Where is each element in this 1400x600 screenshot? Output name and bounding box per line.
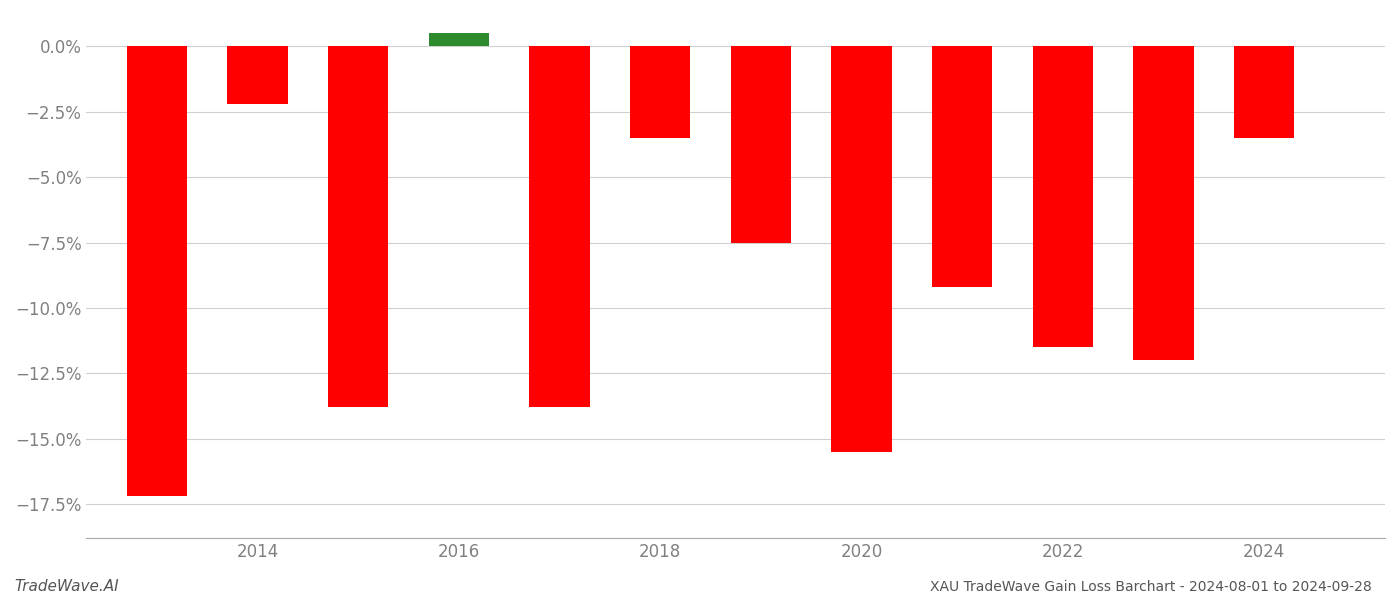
Bar <box>731 46 791 242</box>
Bar <box>328 46 388 407</box>
Bar <box>630 46 690 138</box>
Bar <box>1134 46 1194 360</box>
Bar <box>1233 46 1295 138</box>
Text: TradeWave.AI: TradeWave.AI <box>14 579 119 594</box>
Bar <box>529 46 589 407</box>
Text: XAU TradeWave Gain Loss Barchart - 2024-08-01 to 2024-09-28: XAU TradeWave Gain Loss Barchart - 2024-… <box>930 580 1372 594</box>
Bar <box>126 46 188 496</box>
Bar <box>1033 46 1093 347</box>
Bar <box>428 34 489 46</box>
Bar <box>932 46 993 287</box>
Bar <box>227 46 288 104</box>
Bar <box>832 46 892 452</box>
